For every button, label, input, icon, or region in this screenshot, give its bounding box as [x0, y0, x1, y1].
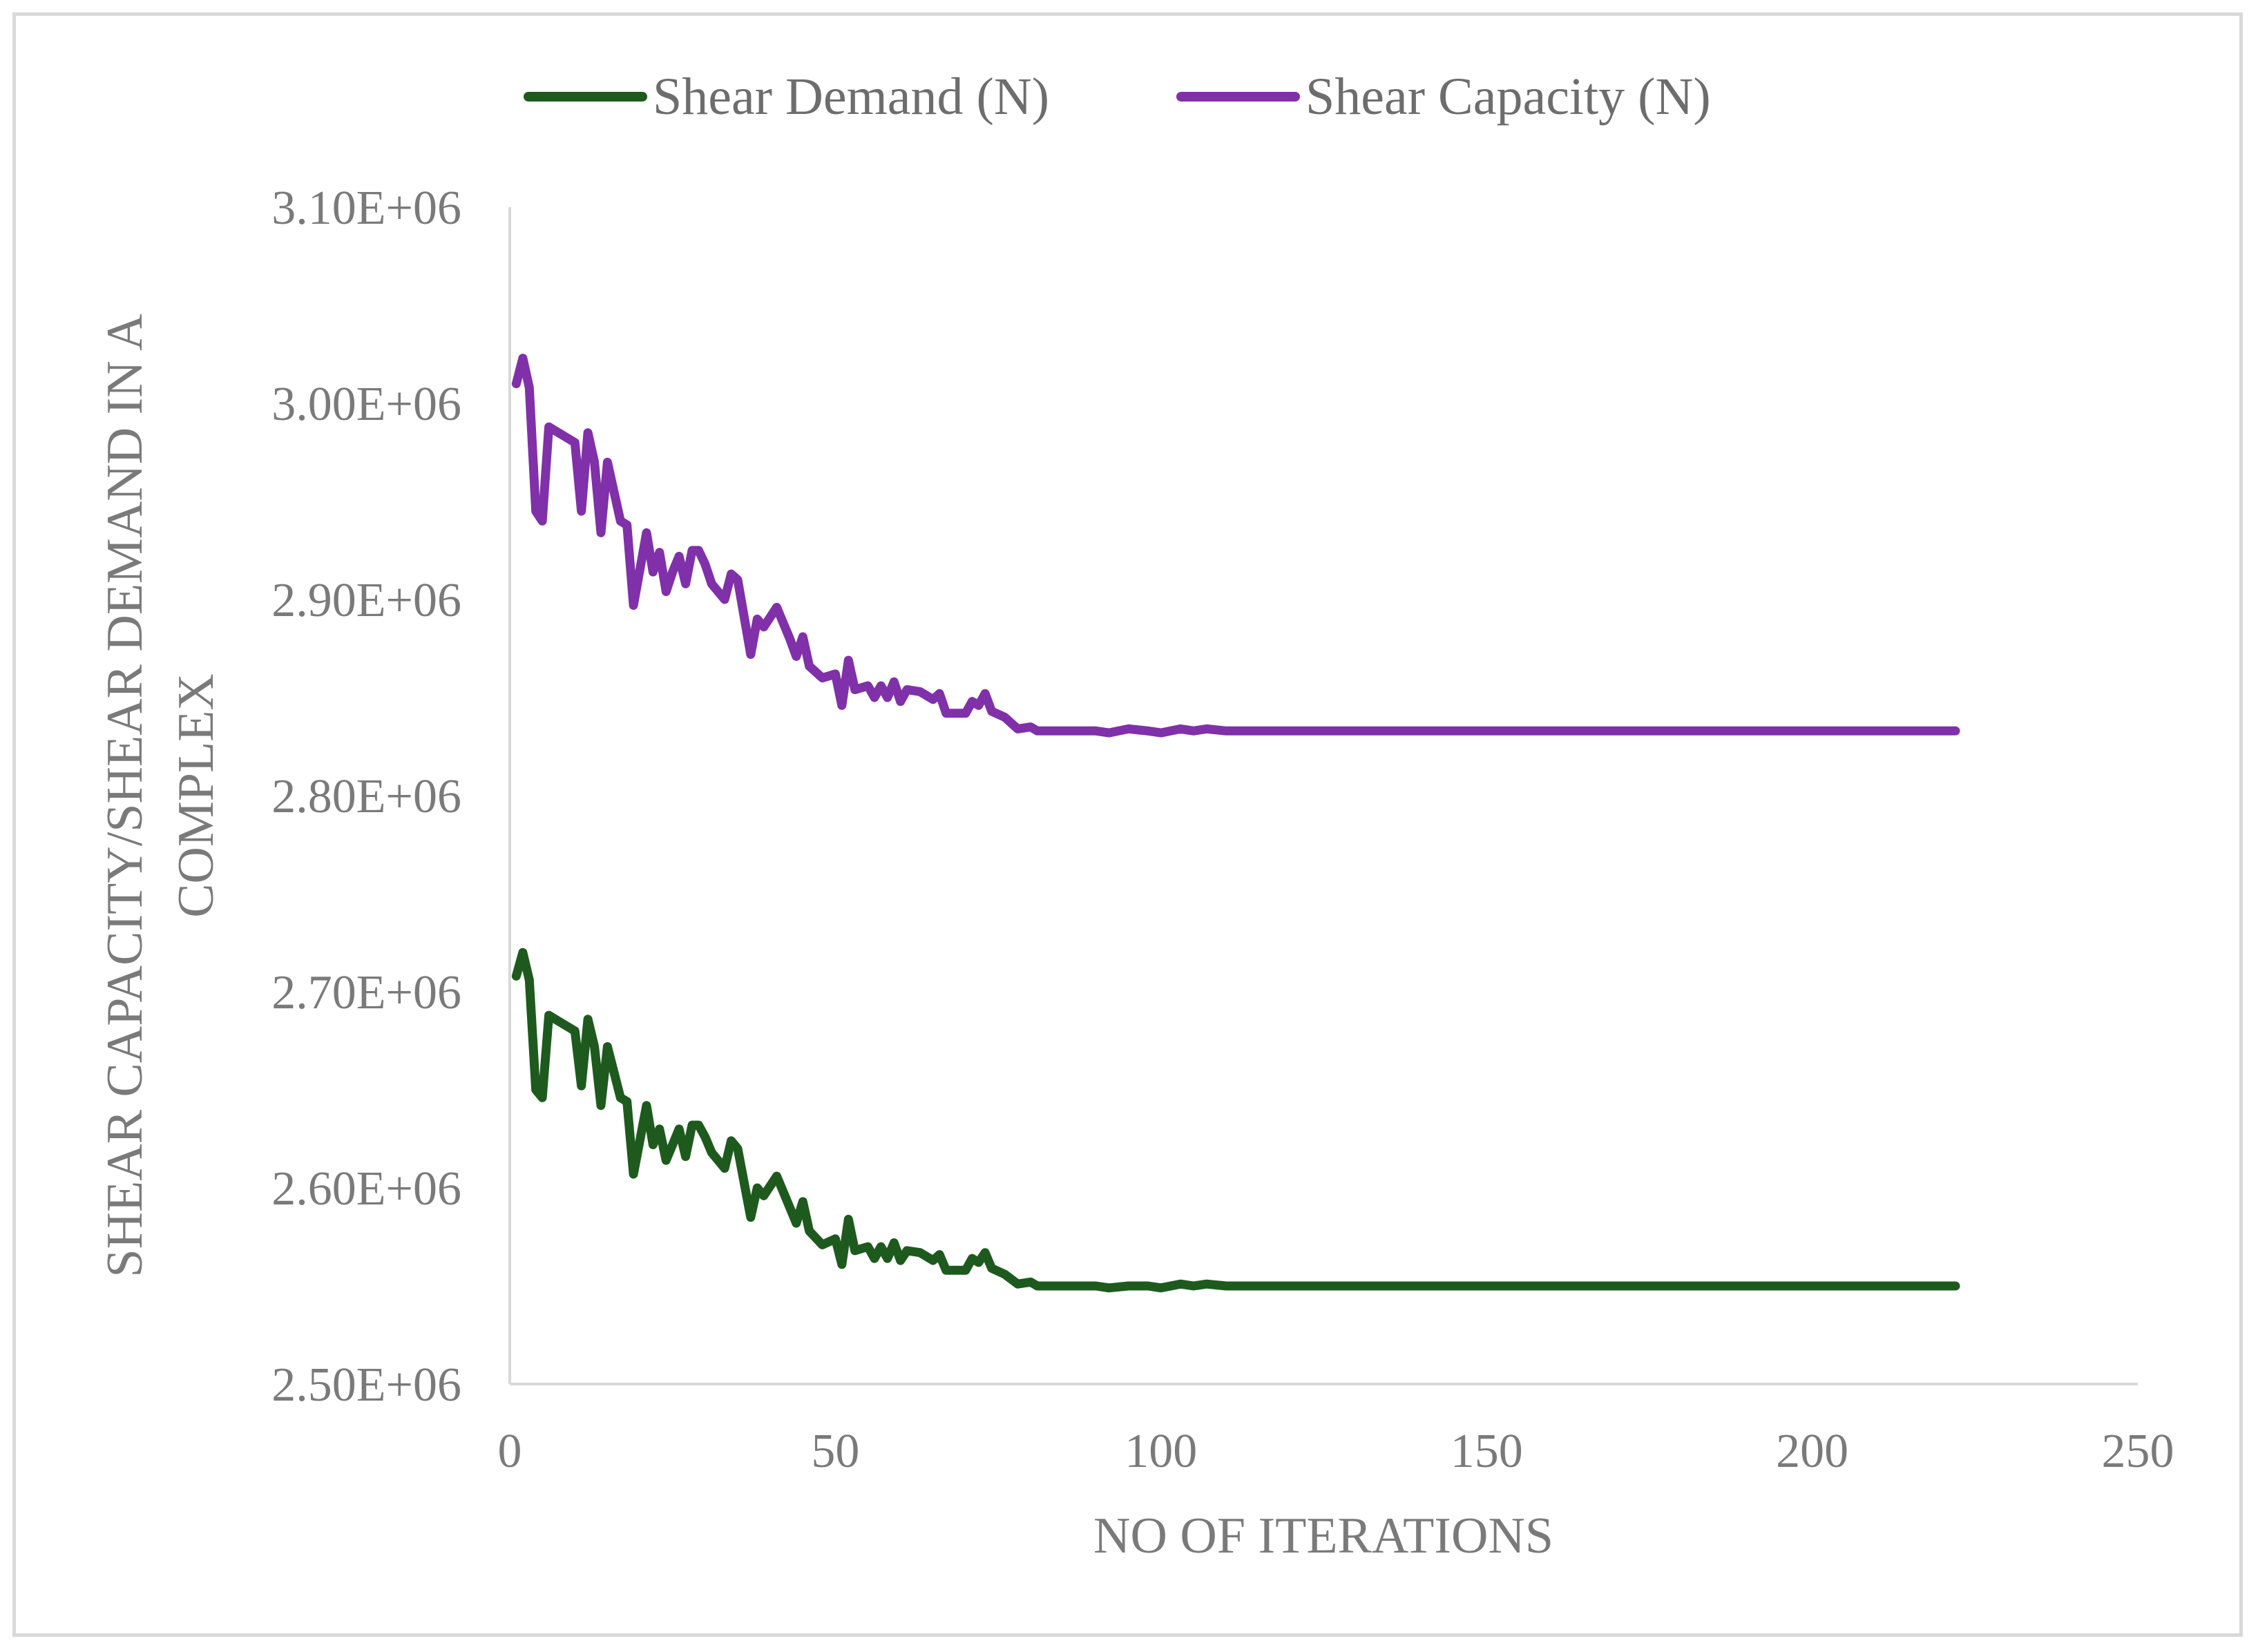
x-tick-label: 50: [811, 1425, 859, 1478]
x-axis-title: NO OF ITERATIONS: [1093, 1508, 1553, 1564]
x-tick-label: 200: [1776, 1425, 1848, 1478]
y-axis-title-line-1: SHEAR CAPACITY/SHEAR DEMAND IN A: [97, 314, 153, 1277]
legend-item-0: Shear Demand (N): [524, 68, 1049, 126]
series-line-0: [511, 948, 1960, 1293]
x-tick-label: 0: [498, 1425, 522, 1478]
series-layer: [511, 354, 1960, 1293]
y-tick-label: 2.60E+06: [271, 1162, 461, 1216]
y-tick-label: 2.70E+06: [271, 966, 461, 1019]
y-axis-title-line-2: COMPLEX: [168, 673, 224, 918]
y-tick-label: 2.90E+06: [271, 574, 461, 627]
x-tick-label: 100: [1125, 1425, 1197, 1478]
axes: [508, 207, 2138, 1385]
x-tick-label: 150: [1451, 1425, 1523, 1478]
legend-label-1: Shear Capacity (N): [1305, 68, 1711, 126]
x-tick-labels: 0 50 100 150 200 250: [498, 1425, 2174, 1478]
legend-label-0: Shear Demand (N): [653, 68, 1049, 126]
x-tick-label: 250: [2102, 1425, 2174, 1478]
series-line-1: [511, 354, 1960, 738]
legend-item-1: Shear Capacity (N): [1176, 68, 1711, 126]
y-tick-labels: 2.50E+06 2.60E+06 2.70E+06 2.80E+06 2.90E+06…: [271, 182, 461, 1412]
y-tick-label: 3.00E+06: [271, 378, 461, 431]
y-tick-label: 3.10E+06: [271, 182, 461, 235]
legend: Shear Demand (N) Shear Capacity (N): [524, 68, 1711, 126]
y-tick-label: 2.80E+06: [271, 770, 461, 823]
y-tick-label: 2.50E+06: [271, 1358, 461, 1412]
chart-frame: [12, 12, 2243, 1637]
